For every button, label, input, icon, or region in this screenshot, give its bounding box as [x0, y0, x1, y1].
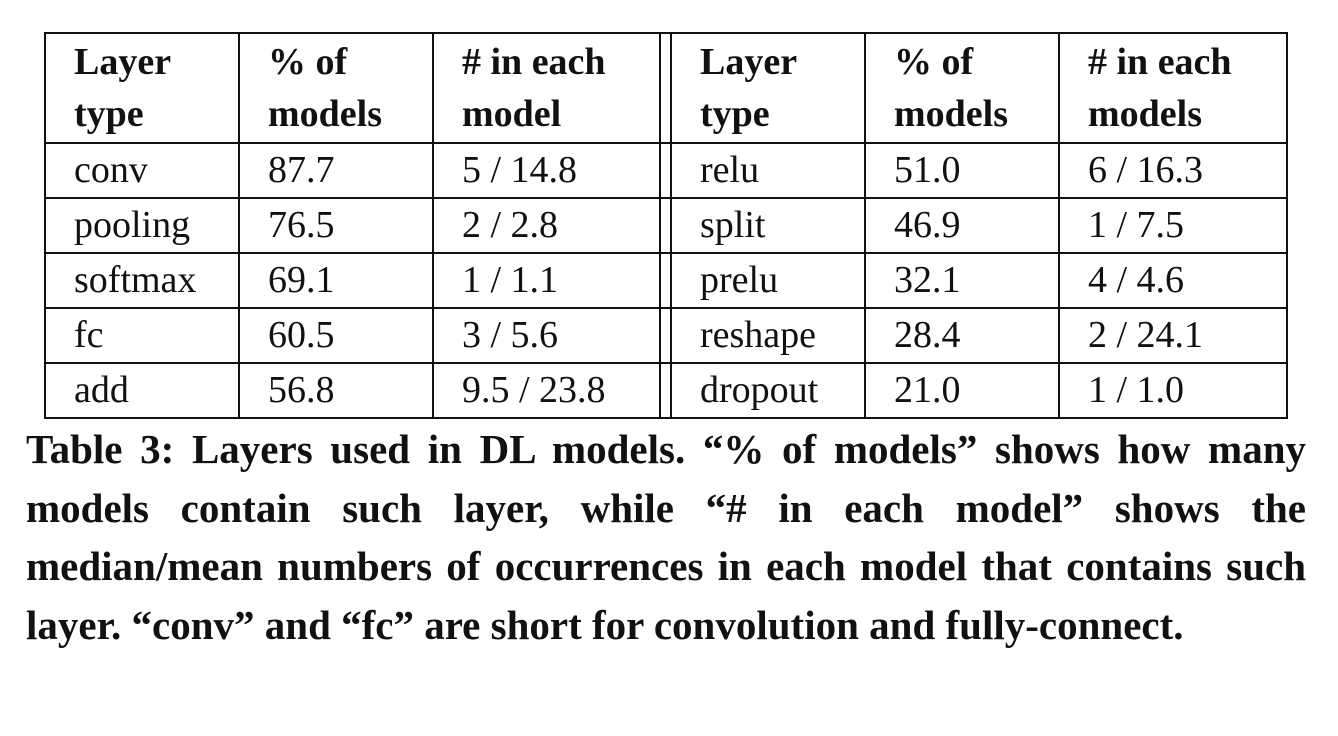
table-cell: prelu [670, 252, 866, 309]
table-cell: reshape [670, 307, 866, 364]
table-header-row: Layer type % of models # in each model L… [44, 32, 1288, 144]
table-row: add 56.8 9.5 / 23.8 dropout 21.0 1 / 1.0 [44, 362, 1288, 419]
table-cell: 87.7 [238, 142, 434, 199]
table-cell: 6 / 16.3 [1058, 142, 1288, 199]
table-row: conv 87.7 5 / 14.8 relu 51.0 6 / 16.3 [44, 142, 1288, 199]
table-cell: 4 / 4.6 [1058, 252, 1288, 309]
table-cell: 51.0 [864, 142, 1060, 199]
table-cell: relu [670, 142, 866, 199]
table-cell: 69.1 [238, 252, 434, 309]
table-cell: 60.5 [238, 307, 434, 364]
table-cell: 5 / 14.8 [432, 142, 661, 199]
table-cell: 1 / 7.5 [1058, 197, 1288, 254]
table-cell: fc [44, 307, 240, 364]
table-cell: 1 / 1.1 [432, 252, 661, 309]
header-layer-type-left: Layer type [44, 32, 240, 144]
table-cell: 21.0 [864, 362, 1060, 419]
table-cell: conv [44, 142, 240, 199]
table-cell: 2 / 2.8 [432, 197, 661, 254]
double-rule-separator [659, 32, 672, 144]
double-rule-separator [659, 142, 672, 199]
double-rule-separator [659, 307, 672, 364]
double-rule-separator [659, 252, 672, 309]
header-count-each-model-left: # in each model [432, 32, 661, 144]
table-row: softmax 69.1 1 / 1.1 prelu 32.1 4 / 4.6 [44, 252, 1288, 309]
header-percent-models-right: % of models [864, 32, 1060, 144]
table-cell: 76.5 [238, 197, 434, 254]
table-cell: 1 / 1.0 [1058, 362, 1288, 419]
table-cell: pooling [44, 197, 240, 254]
layer-usage-table: Layer type % of models # in each model L… [44, 32, 1288, 419]
table-cell: 2 / 24.1 [1058, 307, 1288, 364]
double-rule-separator [659, 197, 672, 254]
table-cell: 3 / 5.6 [432, 307, 661, 364]
table-cell: 28.4 [864, 307, 1060, 364]
table-row: pooling 76.5 2 / 2.8 split 46.9 1 / 7.5 [44, 197, 1288, 254]
header-percent-models-left: % of models [238, 32, 434, 144]
table-caption: Table 3: Layers used in DL models. “% of… [26, 426, 1306, 648]
table-row: fc 60.5 3 / 5.6 reshape 28.4 2 / 24.1 [44, 307, 1288, 364]
double-rule-separator [659, 362, 672, 419]
header-layer-type-right: Layer type [670, 32, 866, 144]
table-cell: 9.5 / 23.8 [432, 362, 661, 419]
table-cell: add [44, 362, 240, 419]
table-cell: 46.9 [864, 197, 1060, 254]
table-cell: 56.8 [238, 362, 434, 419]
header-count-each-model-right: # in each models [1058, 32, 1288, 144]
table-cell: softmax [44, 252, 240, 309]
table-cell: split [670, 197, 866, 254]
table-cell: dropout [670, 362, 866, 419]
table-cell: 32.1 [864, 252, 1060, 309]
